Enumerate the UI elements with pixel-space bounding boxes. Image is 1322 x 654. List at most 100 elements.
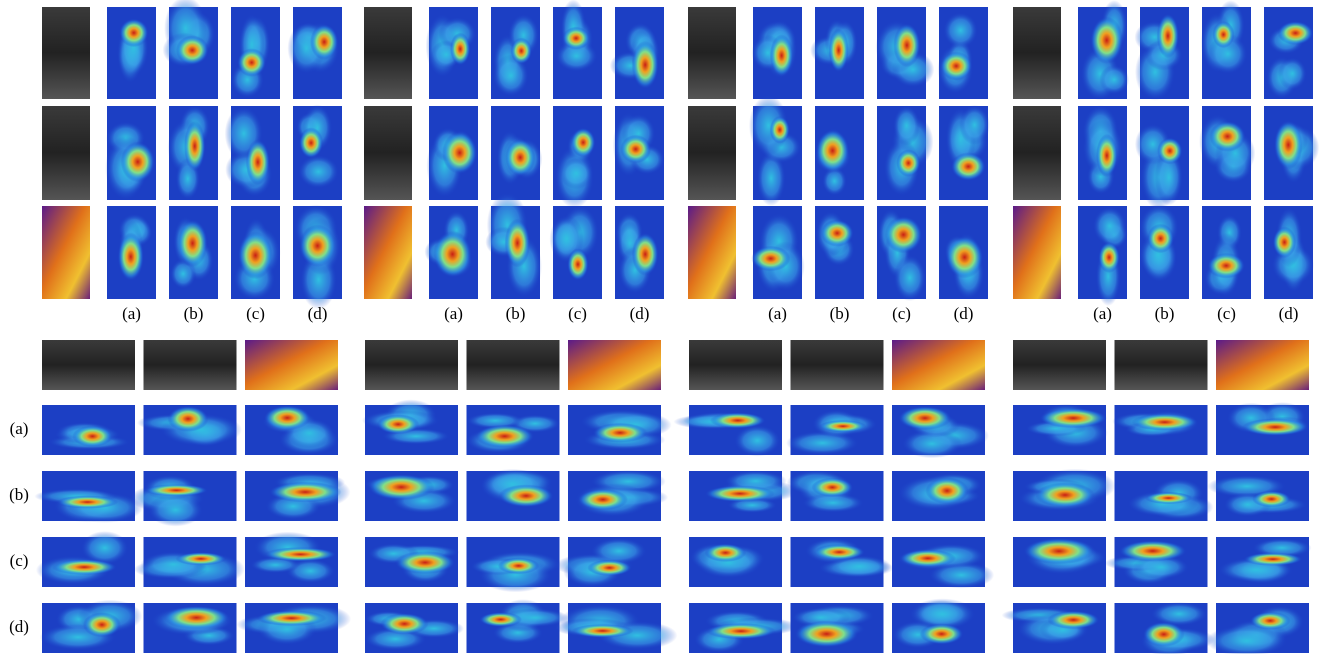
heat-blob [56,495,119,509]
gray-image [1114,340,1208,390]
heat-blob [898,406,952,431]
heat-blob [1035,482,1095,508]
thermal-image [568,340,661,390]
row-label: (a) [10,419,29,438]
heat-blob [1209,120,1246,152]
heat-blob [299,224,336,267]
heat-blob [562,26,590,50]
thermal-image [42,206,90,299]
gray-image [364,7,412,99]
heat-blob [631,40,659,89]
heat-blob [1150,601,1208,626]
gray-image [466,340,560,390]
heat-blob [1118,540,1187,562]
heat-blob [756,150,786,206]
heat-blob [510,37,532,65]
heat-blob [1157,137,1183,165]
heat-blob [1092,206,1127,246]
heat-blob [245,139,270,186]
heat-blob [492,54,529,97]
gray-image [42,106,90,200]
heat-blob [82,612,121,638]
row-label: (d) [9,617,29,636]
heat-blob [1243,552,1303,566]
heat-blob [794,620,859,648]
heat-blob [811,477,854,497]
heat-blob [504,218,531,268]
heat-blob [769,115,790,144]
heat-blob [475,424,535,448]
heat-blob [80,531,129,565]
heat-blob [1249,611,1291,630]
heat-blob [567,248,589,281]
heat-blob [819,420,867,433]
heat-blob [925,477,969,505]
heat-blob [822,166,847,196]
thermal-image [1216,340,1309,390]
heat-blob [394,550,456,575]
heat-blob [175,35,209,66]
heat-blob [893,23,921,68]
column-label: (d) [630,304,650,323]
heat-blob [1142,621,1185,647]
heat-blob [1206,625,1288,654]
heat-blob [828,28,849,73]
heat-blob [237,231,273,280]
heat-blob [896,149,921,177]
heat-blob [571,624,634,638]
heat-blob [892,105,921,146]
heat-blob [1212,21,1235,49]
heat-blob [577,488,629,511]
heat-blob [72,425,113,447]
heat-blob [376,414,420,435]
heat-blob [709,412,766,429]
column-label: (a) [1093,304,1112,323]
heat-blob [1277,21,1314,46]
heat-blob [815,129,850,172]
thermal-image [892,340,985,390]
heat-blob [959,104,990,145]
heat-blob [380,613,429,635]
heat-blob [559,157,593,190]
row-label: (c) [10,551,29,570]
gray-image [143,340,237,390]
thermal-image [245,340,338,390]
heat-blob [450,32,471,66]
column-label: (b) [506,304,526,323]
heat-blob [1273,120,1303,170]
heat-blob [442,131,478,175]
heat-blob [631,232,659,276]
heat-blob [1099,64,1130,95]
heat-blob [1047,610,1100,630]
column-label: (b) [830,304,850,323]
heat-blob [167,405,209,432]
gray-image [1013,7,1061,99]
thermal-image [688,206,736,299]
heat-blob [1207,252,1245,279]
heat-blob [704,485,775,502]
heat-blob [1241,418,1309,436]
column-label: (c) [1217,304,1236,323]
gray-image [688,106,736,200]
heat-blob [175,552,227,566]
gray-image [42,340,135,390]
column-label: (a) [444,304,463,323]
heat-blob [751,245,791,272]
thermal-image [1013,206,1061,299]
column-label: (c) [568,304,587,323]
heat-blob [505,138,536,177]
heat-blob [144,484,208,497]
heat-blob [263,405,311,431]
column-label: (d) [954,304,974,323]
heat-blob [706,623,776,640]
heat-blob [1277,57,1307,91]
column-label: (b) [1155,304,1175,323]
heat-blob [555,40,598,72]
heat-blob [479,612,523,627]
heat-blob [802,493,864,513]
heat-blob [820,219,854,247]
gray-image [689,340,782,390]
heat-blob [1131,413,1198,431]
heat-blob [590,537,647,565]
